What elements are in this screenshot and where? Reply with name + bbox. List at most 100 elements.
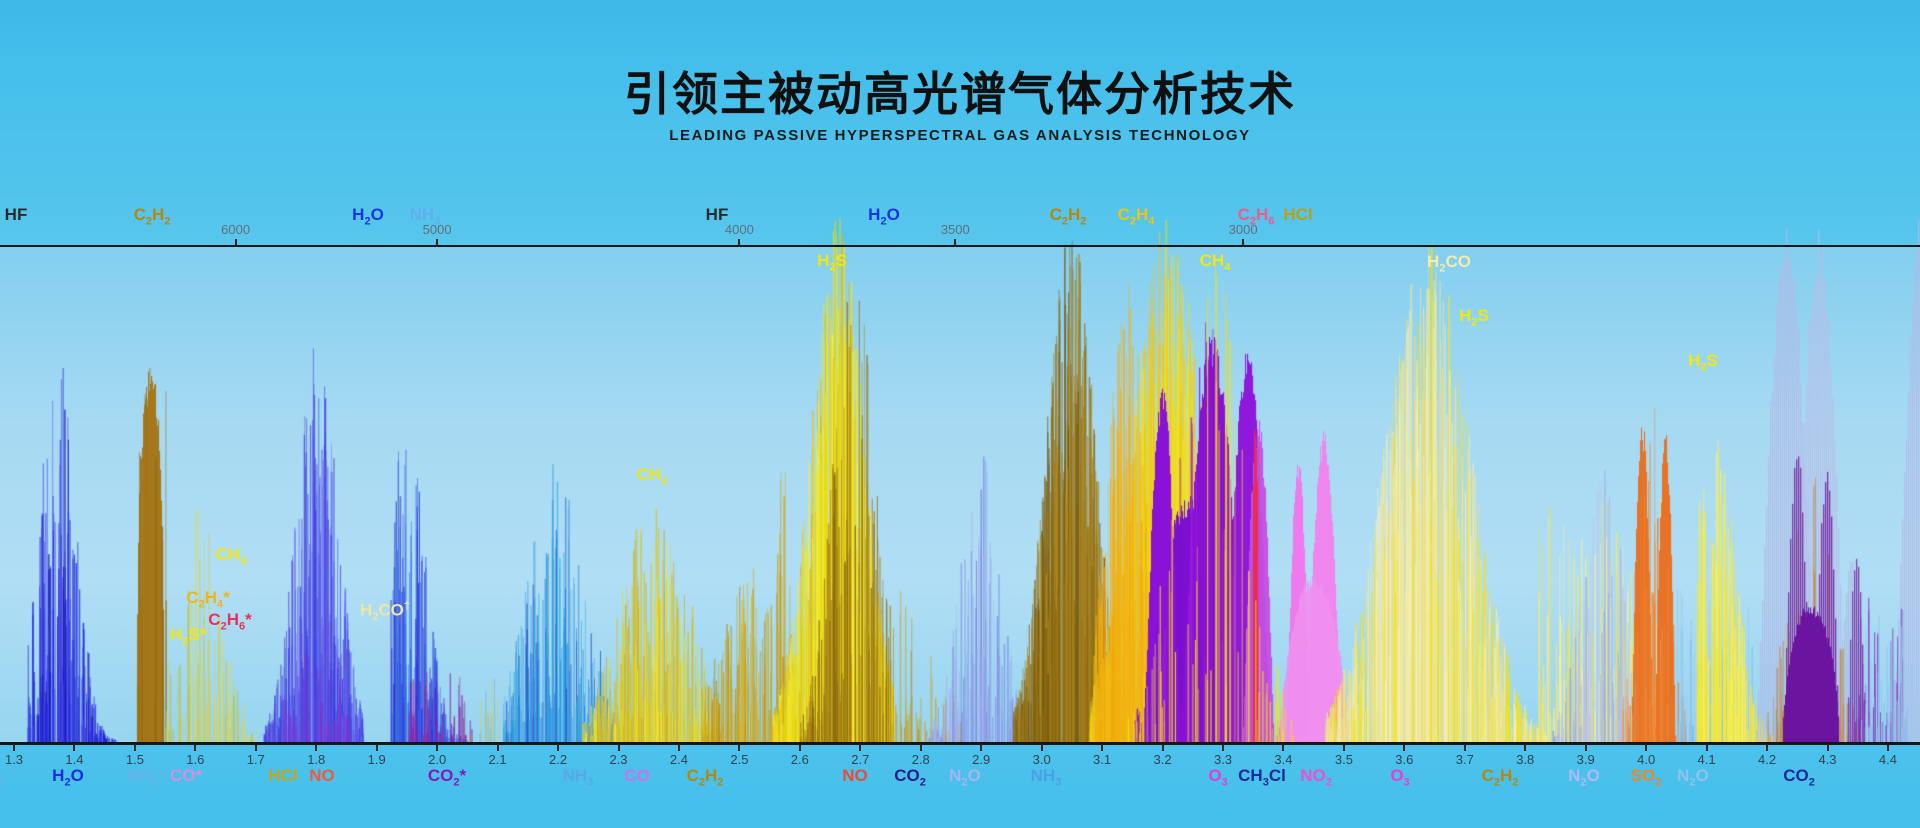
wavenumber-tick-label: 5000 [422,222,452,237]
gas-label-CO*: CO* [169,766,203,785]
gas-label-H2O: H2O [868,205,900,228]
gas-label-C2H4*: C2H4* [186,588,230,611]
bottom-axis-line [0,742,1920,745]
wavelength-tick-label: 2.8 [911,752,930,767]
wavelength-tick-label: 3.6 [1395,752,1414,767]
wavelength-tick-mark [980,744,983,751]
gas-label-H2CO: H2CO [1427,252,1471,275]
wavelength-tick-mark [194,744,197,751]
wavelength-tick-mark [859,744,862,751]
wavelength-tick-label: 4.2 [1758,752,1777,767]
gas-label-H2O: H2O [352,205,384,228]
wavenumber-tick-label: 6000 [221,222,251,237]
wavelength-tick-label: 3.2 [1153,752,1172,767]
wavelength-tick-mark [617,744,620,751]
gas-label-CH4: CH4 [1199,251,1231,274]
wavelength-tick-label: 1.6 [186,752,205,767]
wavelength-tick-mark [677,744,680,751]
gas-label-CO: CO [624,766,650,785]
gas-label-H2S: H2S [817,251,847,274]
wavelength-tick-mark [254,744,257,751]
wavenumber-tick-label: 4000 [724,222,754,237]
wavelength-tick-mark [1101,744,1104,751]
gas-label-O2: O2 [0,767,3,788]
gas-label-C2H2: C2H2 [686,766,724,789]
wavelength-tick-mark [1342,744,1345,751]
gas-label-CO2: CO2 [894,766,926,789]
wavelength-tick-label: 3.7 [1455,752,1474,767]
wavelength-tick-label: 2.3 [609,752,628,767]
wavelength-tick-label: 1.3 [4,752,24,767]
gas-label-C2H6*: C2H6* [208,610,252,633]
wavelength-tick-mark [1040,744,1043,751]
wavelength-tick-mark [798,744,801,751]
wavelength-tick-mark [1705,744,1708,751]
gas-label-CH4: CH4 [636,465,668,488]
gas-label-O3: O3 [1390,766,1410,789]
wavenumber-tick-mark [436,239,439,247]
wavelength-tick-label: 2.6 [790,752,809,767]
gas-label-C2H2: C2H2 [1049,205,1087,228]
wavelength-tick-mark [1403,744,1406,751]
wavelength-tick-mark [919,744,922,751]
wavelength-tick-label: 4.0 [1637,752,1656,767]
wavelength-tick-mark [1282,744,1285,751]
wavelength-tick-mark [1766,744,1769,751]
wavelength-tick-label: 1.9 [367,752,386,767]
gas-label-NO: NO [842,766,868,785]
wavelength-tick-mark [1886,744,1889,751]
wavelength-tick-label: 2.2 [549,752,568,767]
spectra-canvas [0,200,1920,742]
wavenumber-tick-label: 3500 [940,222,970,237]
wavenumber-tick-label: 3000 [1228,222,1258,237]
gas-label-CO2*: CO2* [427,766,467,789]
gas-label-SO2: SO2 [1630,766,1662,789]
wavelength-tick-label: 3.0 [1032,752,1051,767]
gas-label-N2O: N2O [949,766,981,789]
gas-label-CH4: CH4 [215,545,247,568]
wavelength-tick-mark [436,744,439,751]
gas-label-NO: NO [309,766,335,785]
wavelength-tick-mark [1584,744,1587,751]
gas-label-NH3: NH3 [562,766,594,789]
wavelength-tick-label: 1.7 [246,752,265,767]
wavelength-tick-label: 4.1 [1697,752,1716,767]
wavelength-tick-mark [1161,744,1164,751]
wavelength-tick-mark [1222,744,1224,751]
gas-label-O3: O3 [1208,766,1228,789]
wavelength-tick-label: 2.7 [851,752,870,767]
wavenumber-tick-mark [234,239,237,247]
gas-label-H2S: H2S [1688,351,1718,374]
gas-label-N2O: N2O [1677,766,1709,789]
wavelength-tick-label: 1.5 [125,752,144,767]
wavelength-tick-label: 3.4 [1274,752,1293,767]
gas-label-H2O: H2O [52,766,84,789]
gas-label-CH3Cl: CH3Cl [1238,766,1286,789]
wavelength-tick-mark [1524,744,1527,751]
wavelength-tick-label: 1.4 [65,752,84,767]
gas-label-C2H2: C2H2 [133,205,171,228]
gas-label-NH3: NH3 [409,205,441,228]
wavelength-tick-mark [315,744,318,751]
gas-label-HF: HF [705,205,729,224]
wavelength-tick-label: 1.8 [307,752,326,767]
wavelength-tick-label: 4.3 [1818,752,1837,767]
wavelength-tick-mark [738,744,741,751]
wavenumber-tick-mark [954,239,957,247]
wavelength-tick-label: 2.4 [669,752,688,767]
gas-label-NH3*: NH3* [127,766,165,789]
page-subtitle: LEADING PASSIVE HYPERSPECTRAL GAS ANALYS… [669,127,1251,144]
wavenumber-tick-mark [1242,239,1245,247]
wavelength-tick-label: 3.9 [1576,752,1595,767]
gas-label-C2H2: C2H2 [1481,766,1519,789]
wavelength-tick-mark [1826,744,1829,751]
wavelength-tick-mark [375,744,378,751]
gas-label-C2H4: C2H4 [1117,205,1155,228]
wavelength-tick-mark [13,744,15,751]
wavelength-tick-mark [73,744,76,751]
wavenumber-tick-mark [738,239,741,247]
wavelength-tick-mark [557,744,560,751]
wavelength-tick-label: 3.5 [1334,752,1353,767]
gas-label-HCl: HCl [268,766,298,785]
